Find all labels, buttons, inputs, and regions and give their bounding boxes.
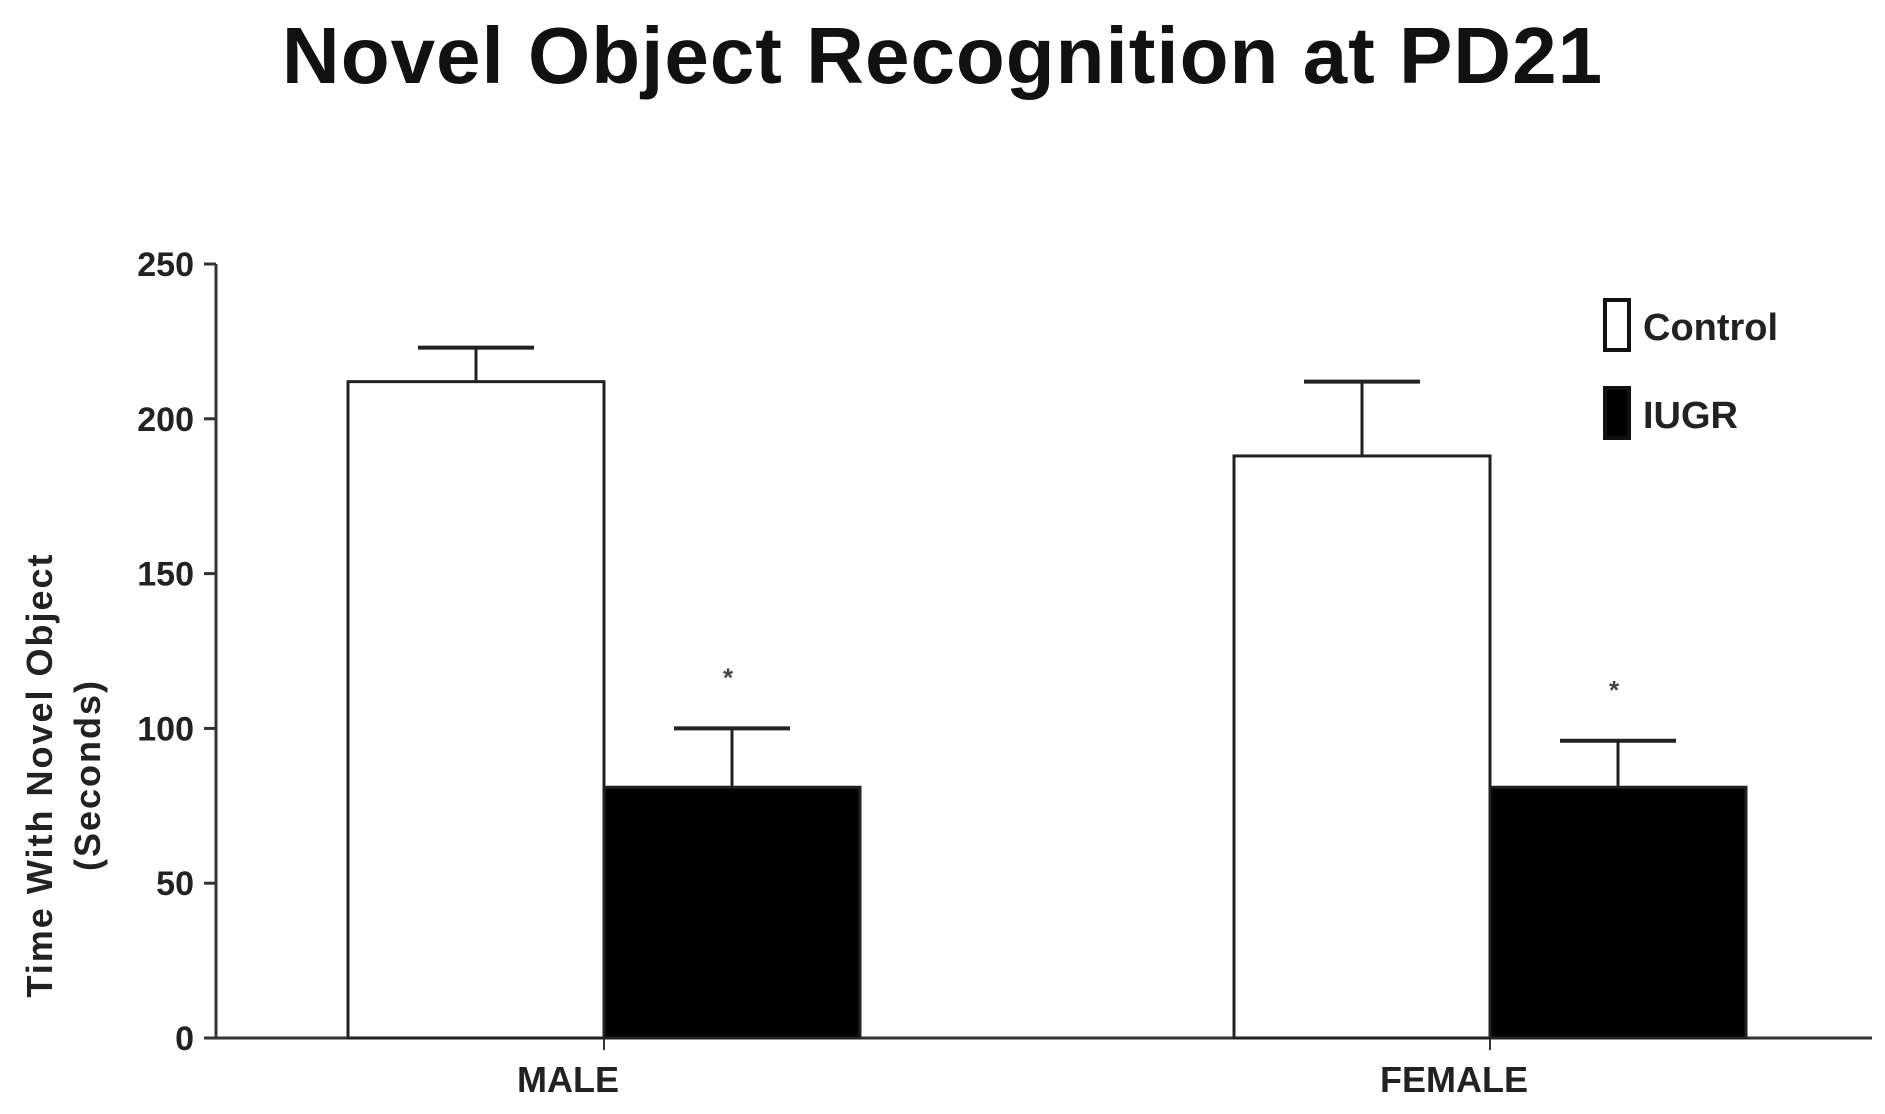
y-tick-label: 200	[137, 401, 194, 439]
axes: 0 50 100 150 200 250 MALE FEMALE	[137, 246, 1872, 1100]
bar-control-female	[1232, 454, 1492, 1040]
bar-iugr-male	[602, 785, 862, 1040]
legend-label-control: Control	[1643, 307, 1778, 349]
x-category-label-female: FEMALE	[1380, 1059, 1528, 1100]
y-axis-label-line2: (Seconds)	[67, 679, 108, 871]
legend-label-iugr: IUGR	[1643, 395, 1738, 437]
bar-control-male	[346, 380, 606, 1040]
legend-swatch-iugr	[1603, 386, 1631, 440]
x-category-label-male: MALE	[517, 1059, 619, 1100]
y-tick-label: 0	[175, 1020, 194, 1058]
y-tick-label: 150	[137, 556, 194, 594]
significance-marker: *	[1609, 675, 1620, 705]
y-tick-label: 250	[137, 246, 194, 284]
y-axis-label-line1: Time With Novel Object	[19, 552, 60, 997]
significance-marker: *	[723, 662, 734, 692]
legend-swatch-control	[1603, 298, 1631, 352]
y-axis-label: Time With Novel Object (Seconds)	[19, 552, 108, 997]
bars: * *	[346, 345, 1748, 1040]
chart-title: Novel Object Recognition at PD21	[281, 11, 1604, 100]
legend: Control IUGR	[1603, 298, 1778, 440]
bar-iugr-female	[1488, 785, 1748, 1040]
y-tick-label: 50	[156, 865, 194, 903]
y-tick-label: 100	[137, 710, 194, 748]
